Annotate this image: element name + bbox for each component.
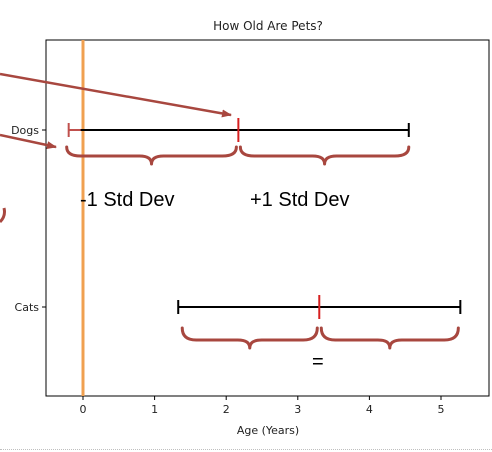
y-axis: Dogs Cats [11, 124, 46, 314]
error-bars [67, 118, 462, 319]
x-axis-label: Age (Years) [237, 424, 299, 437]
x-tick-label-4: 4 [366, 403, 373, 416]
x-tick-label-1: 1 [151, 403, 158, 416]
x-tick-label-5: 5 [438, 403, 445, 416]
arrow-to-left-cap [0, 133, 57, 150]
arrow-to-mean [0, 72, 232, 118]
x-axis: 0 1 2 3 4 5 [80, 396, 445, 416]
y-tick-label-dogs: Dogs [11, 124, 39, 137]
offscreen-arc-fragment [0, 207, 6, 224]
cats-plus-sd-brace [319, 326, 460, 350]
y-tick-label-cats: Cats [15, 301, 40, 314]
x-tick-label-0: 0 [80, 403, 87, 416]
minus-sd-label: -1 Std Dev [80, 189, 174, 211]
cats-minus-sd-brace [180, 326, 319, 350]
bottom-dotted-divider [0, 449, 492, 450]
dogs-plus-sd-brace [238, 145, 411, 166]
x-tick-label-3: 3 [294, 403, 301, 416]
std-dev-braces [65, 145, 460, 350]
x-tick-label-2: 2 [223, 403, 230, 416]
equal-sign-label: = [312, 351, 324, 373]
plus-sd-label: +1 Std Dev [250, 189, 350, 211]
chart-title: How Old Are Pets? [213, 19, 323, 33]
dogs-minus-sd-brace [65, 145, 238, 166]
plot-frame [45, 39, 490, 397]
